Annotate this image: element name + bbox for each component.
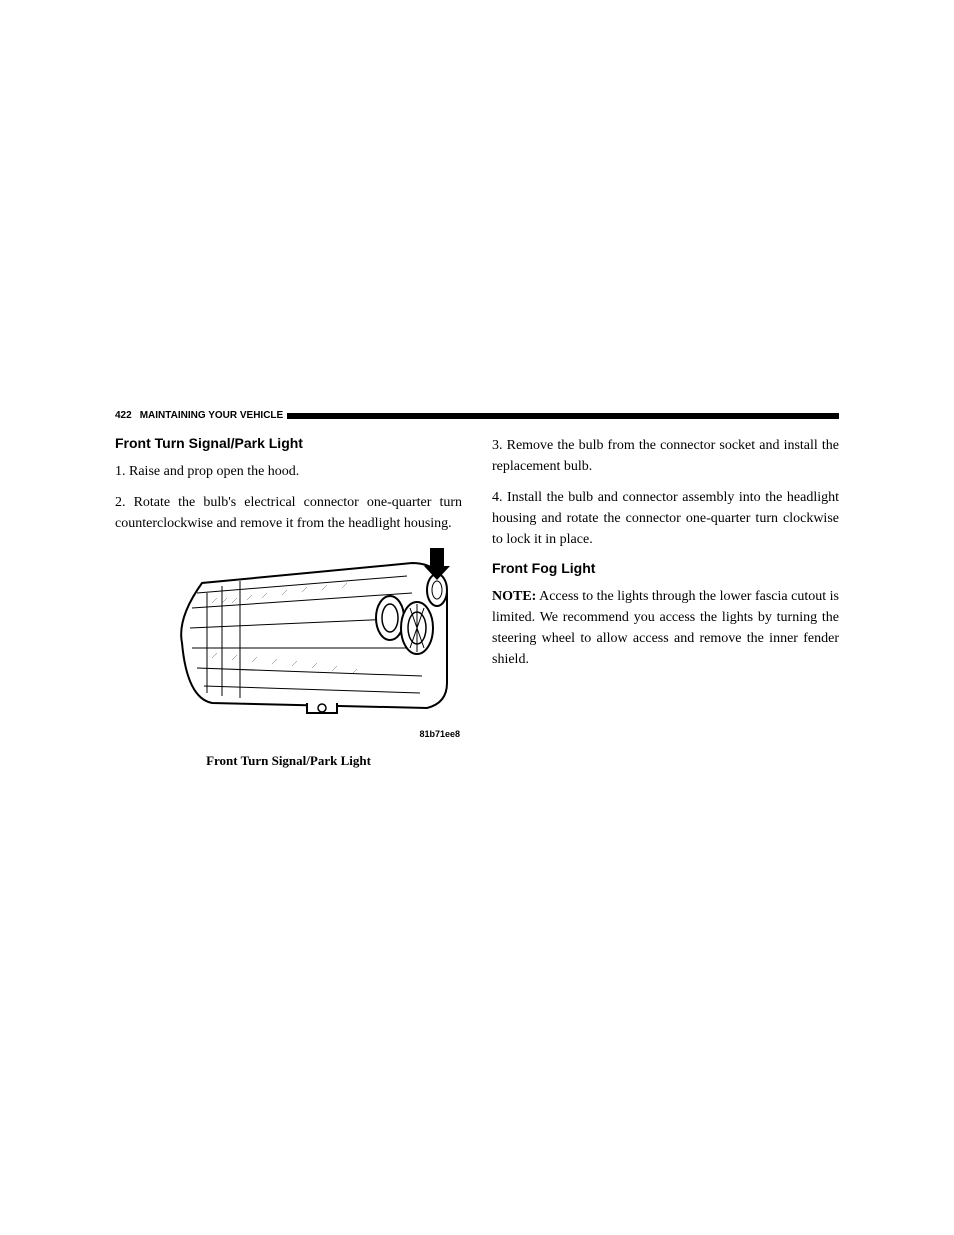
figure-code: 81b71ee8 [115,729,460,739]
page-content: 422 MAINTAINING YOUR VEHICLE Front Turn … [115,410,839,769]
header-bar [291,413,839,419]
section-title: MAINTAINING YOUR VEHICLE [140,410,284,421]
figure-caption: Front Turn Signal/Park Light [115,753,462,769]
page-number: 422 [115,410,132,421]
figure-container: 81b71ee8 Front Turn Signal/Park Light [115,548,462,769]
left-column: Front Turn Signal/Park Light 1. Raise an… [115,435,462,769]
note-text: Access to the lights through the lower f… [492,589,839,667]
note-paragraph: NOTE: Access to the lights through the l… [492,586,839,670]
step-1: 1. Raise and prop open the hood. [115,461,462,482]
page-header: 422 MAINTAINING YOUR VEHICLE [115,410,839,421]
heading-turn-signal: Front Turn Signal/Park Light [115,435,462,451]
note-label: NOTE: [492,589,536,604]
headlight-diagram [162,548,462,723]
step-4: 4. Install the bulb and connector assemb… [492,487,839,550]
step-3: 3. Remove the bulb from the connector so… [492,435,839,477]
columns: Front Turn Signal/Park Light 1. Raise an… [115,435,839,769]
step-2: 2. Rotate the bulb's electrical connecto… [115,492,462,534]
right-column: 3. Remove the bulb from the connector so… [492,435,839,769]
heading-fog-light: Front Fog Light [492,560,839,576]
